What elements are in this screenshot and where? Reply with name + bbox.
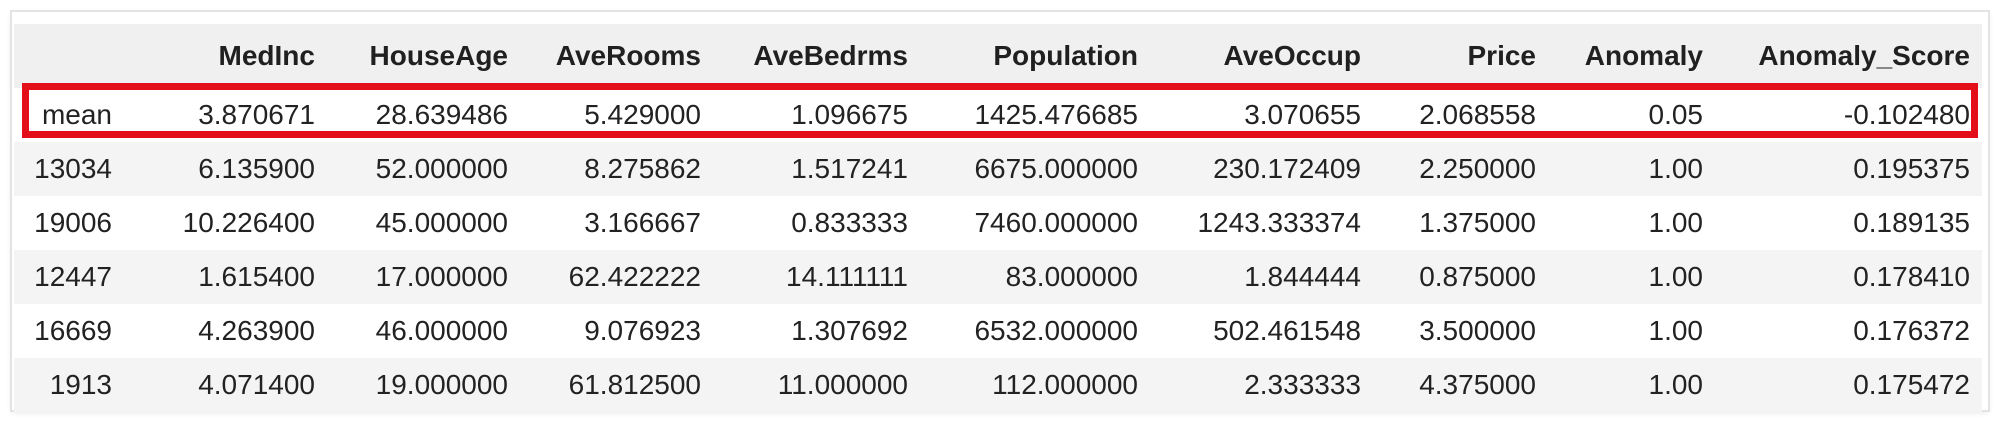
table-cell: 1.844444	[1244, 261, 1361, 292]
table-cell: 62.422222	[568, 261, 701, 292]
table-cell: 1.615400	[198, 261, 315, 292]
table-row: 19006 10.226400 45.000000 3.166667 0.833…	[14, 196, 1982, 250]
table-cell: 0.175472	[1853, 369, 1970, 400]
table-cell: 28.639486	[375, 99, 508, 130]
table-cell: 1425.476685	[974, 99, 1138, 130]
table-cell: 19.000000	[375, 369, 508, 400]
table-cell: 7460.000000	[974, 207, 1138, 238]
index-header	[14, 24, 124, 88]
table-cell: -0.102480	[1843, 99, 1970, 130]
header-row: MedInc HouseAge AveRooms AveBedrms Popul…	[14, 24, 1982, 88]
table-cell: 0.833333	[791, 207, 908, 238]
row-index: 13034	[34, 153, 112, 184]
table-cell: 8.275862	[584, 153, 701, 184]
table-row-mean: mean 3.870671 28.639486 5.429000 1.09667…	[14, 88, 1982, 142]
table-cell: 17.000000	[375, 261, 508, 292]
table-row: 1913 4.071400 19.000000 61.812500 11.000…	[14, 358, 1982, 412]
table-cell: 1.00	[1648, 315, 1704, 346]
table-cell: 45.000000	[375, 207, 508, 238]
table-row: 12447 1.615400 17.000000 62.422222 14.11…	[14, 250, 1982, 304]
column-header-houseage: HouseAge	[327, 24, 520, 88]
table-cell: 3.500000	[1419, 315, 1536, 346]
table-cell: 6675.000000	[974, 153, 1138, 184]
table-cell: 61.812500	[568, 369, 701, 400]
column-header-price: Price	[1373, 24, 1548, 88]
column-header-population: Population	[920, 24, 1150, 88]
table-cell: 52.000000	[375, 153, 508, 184]
table-cell: 1.00	[1648, 261, 1704, 292]
table-cell: 83.000000	[1005, 261, 1138, 292]
row-index: 12447	[34, 261, 112, 292]
column-header-anomaly-score: Anomaly_Score	[1715, 24, 1982, 88]
dataframe-output: MedInc HouseAge AveRooms AveBedrms Popul…	[12, 12, 1988, 412]
table-cell: 1243.333374	[1197, 207, 1361, 238]
table-cell: 112.000000	[992, 369, 1138, 400]
column-header-medinc: MedInc	[124, 24, 327, 88]
table-cell: 14.111111	[786, 261, 908, 292]
table-cell: 502.461548	[1213, 315, 1361, 346]
table-cell: 0.195375	[1853, 153, 1970, 184]
row-index: mean	[41, 99, 112, 130]
table-cell: 46.000000	[375, 315, 508, 346]
table-cell: 0.189135	[1853, 207, 1970, 238]
column-header-avebedrms: AveBedrms	[713, 24, 920, 88]
table-cell: 3.870671	[198, 99, 315, 130]
table-cell: 4.071400	[198, 369, 315, 400]
table-row: 13034 6.135900 52.000000 8.275862 1.5172…	[14, 142, 1982, 196]
table-cell: 10.226400	[182, 207, 315, 238]
table-cell: 2.333333	[1244, 369, 1361, 400]
table-cell: 3.166667	[584, 207, 701, 238]
table-cell: 1.00	[1648, 369, 1704, 400]
table-cell: 5.429000	[584, 99, 701, 130]
row-index: 16669	[34, 315, 112, 346]
row-index: 1913	[49, 369, 112, 400]
column-header-anomaly: Anomaly	[1548, 24, 1715, 88]
table-cell: 3.070655	[1244, 99, 1361, 130]
table-cell: 1.307692	[791, 315, 908, 346]
column-header-aveoccup: AveOccup	[1150, 24, 1373, 88]
table-cell: 0.176372	[1853, 315, 1970, 346]
table-cell: 4.375000	[1419, 369, 1536, 400]
table-cell: 1.00	[1648, 207, 1704, 238]
table-cell: 1.517241	[791, 153, 908, 184]
table-cell: 11.000000	[777, 369, 908, 400]
table-cell: 2.250000	[1419, 153, 1536, 184]
table-cell: 2.068558	[1419, 99, 1536, 130]
table-cell: 0.05	[1648, 99, 1704, 130]
dataframe-table: MedInc HouseAge AveRooms AveBedrms Popul…	[14, 24, 1982, 412]
column-header-averooms: AveRooms	[520, 24, 713, 88]
table-cell: 1.375000	[1419, 207, 1536, 238]
table-cell: 9.076923	[584, 315, 701, 346]
row-index: 19006	[34, 207, 112, 238]
table-cell: 0.875000	[1419, 261, 1536, 292]
table-cell: 6532.000000	[974, 315, 1138, 346]
table-cell: 6.135900	[198, 153, 315, 184]
table-cell: 1.00	[1648, 153, 1704, 184]
table-cell: 4.263900	[198, 315, 315, 346]
table-cell: 1.096675	[791, 99, 908, 130]
table-cell: 230.172409	[1213, 153, 1361, 184]
table-cell: 0.178410	[1853, 261, 1970, 292]
table-row: 16669 4.263900 46.000000 9.076923 1.3076…	[14, 304, 1982, 358]
